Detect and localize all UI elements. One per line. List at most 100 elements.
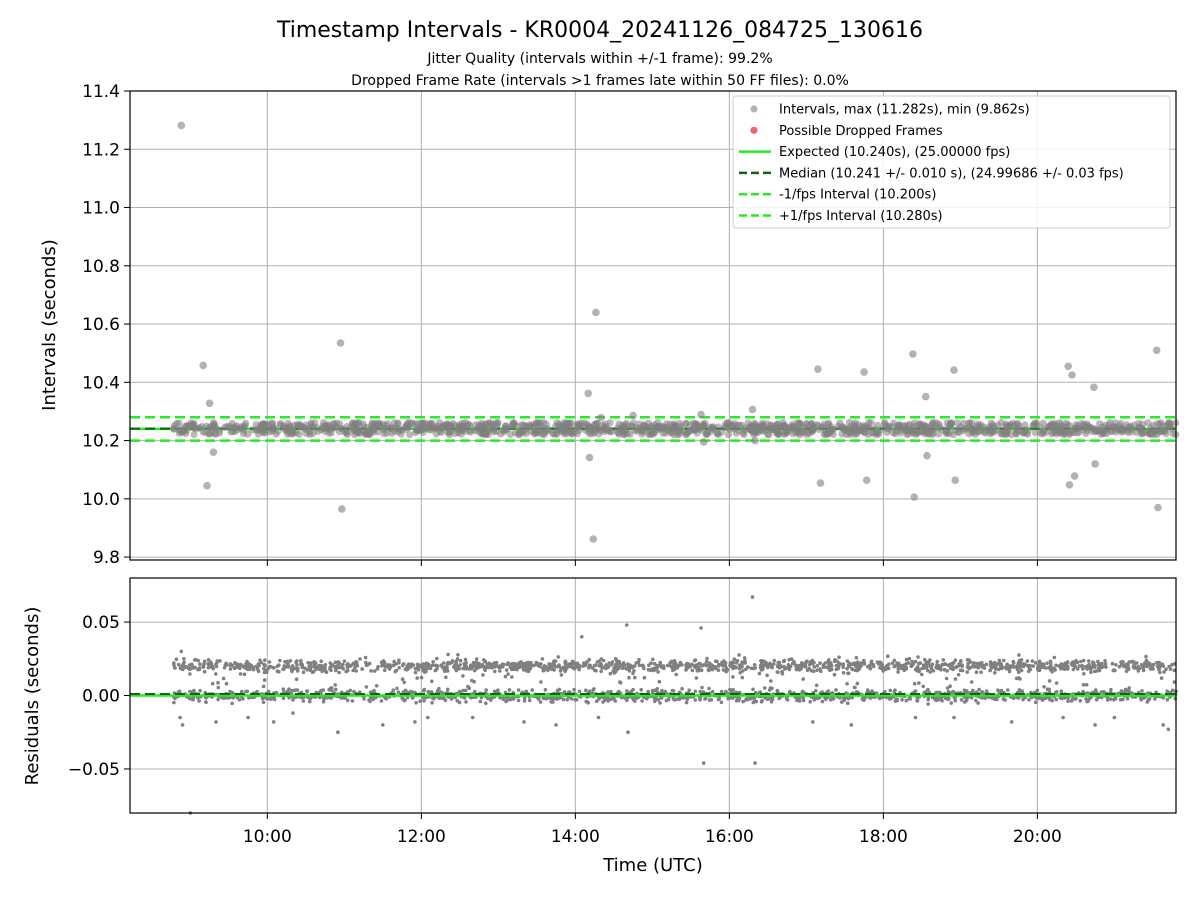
residual-outlier-point (1009, 720, 1014, 724)
interval-point (845, 418, 854, 427)
residual-point (627, 675, 631, 680)
residual-point (703, 696, 708, 701)
residual-point (765, 673, 769, 678)
residual-point (890, 661, 895, 665)
residual-point (651, 657, 655, 662)
intervals-y-tick-label: 10.0 (82, 490, 120, 510)
interval-point (772, 422, 780, 430)
residual-point (1026, 669, 1031, 674)
residual-point (262, 678, 267, 682)
residual-point (538, 700, 543, 704)
interval-point (1116, 424, 1124, 432)
residual-point (198, 662, 202, 666)
residual-point (431, 660, 436, 664)
residual-point (238, 672, 243, 676)
residual-point (242, 672, 247, 677)
residual-point (946, 689, 951, 694)
residual-point (953, 699, 957, 703)
interval-point (840, 424, 848, 432)
residual-point (855, 668, 859, 673)
residual-point (308, 699, 312, 704)
residual-point (1139, 696, 1143, 701)
residual-point (829, 667, 834, 672)
residual-point (453, 667, 458, 671)
residual-point (781, 659, 786, 664)
residual-point (291, 698, 295, 702)
residual-point (731, 675, 735, 679)
residual-point (1081, 683, 1086, 687)
interval-point (800, 423, 809, 431)
residual-point (301, 699, 306, 703)
residual-point (395, 686, 399, 691)
interval-point (321, 425, 330, 433)
interval-outlier-point (205, 399, 214, 408)
residual-point (275, 669, 280, 673)
residual-point (782, 664, 786, 669)
interval-point (639, 428, 647, 436)
residual-point (556, 655, 561, 659)
residual-point (226, 696, 231, 700)
residual-point (716, 697, 721, 702)
residual-point (854, 661, 858, 666)
residual-point (181, 662, 185, 666)
residual-point (400, 677, 405, 681)
residual-point (230, 701, 234, 706)
interval-outlier-point (1068, 371, 1076, 379)
residual-point (930, 662, 935, 667)
residual-point (287, 665, 291, 669)
residual-point (964, 698, 969, 703)
residual-point (397, 661, 401, 665)
residual-point (675, 666, 680, 670)
residual-point (563, 659, 568, 664)
residual-point (552, 668, 556, 672)
residual-point (1049, 661, 1053, 666)
residual-point (900, 666, 904, 670)
residual-point (812, 697, 817, 702)
residual-point (1073, 697, 1078, 701)
residual-point (716, 668, 721, 672)
residual-point (546, 668, 550, 673)
residual-point (584, 688, 588, 693)
residual-point (552, 659, 556, 663)
residual-point (634, 661, 639, 665)
residuals-ticks: 10:00 12:00 14:00 16:00 18:00 20:00 −0.05 0.00 0… (68, 613, 1062, 847)
interval-point (648, 429, 656, 437)
residual-point (1123, 687, 1128, 692)
residual-point (946, 663, 951, 668)
residual-point (1039, 696, 1043, 700)
residual-point (216, 697, 220, 702)
residual-point (1130, 659, 1135, 664)
residual-point (862, 662, 867, 666)
residual-point (263, 658, 267, 662)
residual-point (904, 665, 908, 670)
residual-point (1127, 686, 1131, 690)
residual-point (639, 688, 643, 692)
interval-point (882, 421, 890, 429)
residual-point (1097, 661, 1101, 666)
residual-point (323, 663, 327, 667)
residual-point (803, 662, 807, 667)
residual-point (228, 667, 233, 671)
residual-point (1011, 696, 1016, 700)
residual-point (222, 666, 227, 670)
residual-point (351, 668, 355, 673)
residual-point (722, 659, 726, 663)
residual-point (822, 664, 826, 669)
residual-point (521, 661, 526, 666)
interval-outlier-point (1091, 460, 1099, 468)
interval-point (1167, 420, 1175, 428)
residual-point (769, 679, 773, 683)
residual-point (599, 663, 604, 668)
residual-point (862, 658, 866, 663)
residual-outlier-point (522, 720, 526, 724)
interval-point (854, 426, 862, 434)
interval-point (735, 421, 744, 429)
residual-outlier-point (753, 761, 757, 765)
residual-point (761, 666, 765, 671)
residual-point (415, 665, 420, 670)
interval-point (406, 431, 414, 439)
residual-outlier-point (1161, 723, 1165, 727)
residual-point (962, 688, 967, 693)
residual-point (206, 662, 210, 666)
residual-point (516, 698, 521, 703)
